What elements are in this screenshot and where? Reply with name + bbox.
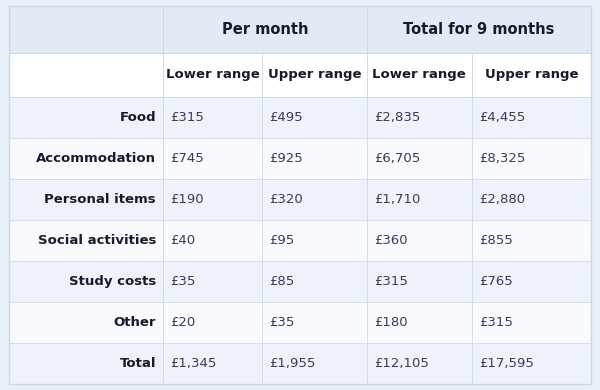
Text: £35: £35 <box>269 316 295 329</box>
Bar <box>163 220 262 261</box>
Bar <box>9 97 163 138</box>
Bar <box>262 261 367 302</box>
Bar <box>472 179 591 220</box>
Bar <box>262 179 367 220</box>
Text: £85: £85 <box>269 275 295 288</box>
Bar <box>9 53 163 97</box>
Bar <box>472 261 591 302</box>
Bar <box>472 97 591 138</box>
Text: Accommodation: Accommodation <box>36 152 156 165</box>
Bar <box>367 302 472 343</box>
Bar <box>367 343 472 384</box>
Text: Food: Food <box>119 111 156 124</box>
Bar <box>262 343 367 384</box>
Bar <box>472 138 591 179</box>
Text: £1,345: £1,345 <box>170 357 217 370</box>
Text: £1,710: £1,710 <box>374 193 421 206</box>
Text: £765: £765 <box>479 275 512 288</box>
Text: £190: £190 <box>170 193 204 206</box>
Text: £40: £40 <box>170 234 196 247</box>
Text: £8,325: £8,325 <box>479 152 525 165</box>
Text: Total: Total <box>119 357 156 370</box>
Text: £745: £745 <box>170 152 204 165</box>
Bar <box>163 302 262 343</box>
Bar <box>163 343 262 384</box>
Text: £2,835: £2,835 <box>374 111 421 124</box>
Bar <box>9 179 163 220</box>
Text: £315: £315 <box>374 275 408 288</box>
Text: Lower range: Lower range <box>373 68 466 82</box>
Bar <box>367 6 591 53</box>
Bar <box>367 179 472 220</box>
Bar <box>262 138 367 179</box>
Text: £495: £495 <box>269 111 303 124</box>
Bar <box>367 53 472 97</box>
Bar <box>472 53 591 97</box>
Text: £180: £180 <box>374 316 408 329</box>
Text: £315: £315 <box>170 111 205 124</box>
Bar <box>163 261 262 302</box>
Text: £855: £855 <box>479 234 512 247</box>
Text: Upper range: Upper range <box>485 68 578 82</box>
Text: £12,105: £12,105 <box>374 357 429 370</box>
Bar <box>472 220 591 261</box>
Bar <box>163 138 262 179</box>
Text: Lower range: Lower range <box>166 68 260 82</box>
Text: Per month: Per month <box>222 22 308 37</box>
Bar <box>9 6 163 53</box>
Text: Personal items: Personal items <box>44 193 156 206</box>
Bar <box>472 343 591 384</box>
Bar <box>9 302 163 343</box>
Bar <box>163 97 262 138</box>
Text: £17,595: £17,595 <box>479 357 534 370</box>
Text: £320: £320 <box>269 193 303 206</box>
Text: £1,955: £1,955 <box>269 357 316 370</box>
Text: £4,455: £4,455 <box>479 111 525 124</box>
Bar <box>9 343 163 384</box>
Text: £925: £925 <box>269 152 303 165</box>
Text: £315: £315 <box>479 316 513 329</box>
Text: Total for 9 months: Total for 9 months <box>403 22 554 37</box>
Bar <box>262 53 367 97</box>
Text: £20: £20 <box>170 316 196 329</box>
Bar <box>9 261 163 302</box>
Text: £6,705: £6,705 <box>374 152 421 165</box>
Text: Study costs: Study costs <box>69 275 156 288</box>
Bar <box>262 220 367 261</box>
Bar <box>262 97 367 138</box>
Bar <box>367 220 472 261</box>
Bar <box>163 6 367 53</box>
Text: Social activities: Social activities <box>38 234 156 247</box>
Text: £95: £95 <box>269 234 295 247</box>
Bar <box>367 97 472 138</box>
Text: £2,880: £2,880 <box>479 193 525 206</box>
Text: Other: Other <box>113 316 156 329</box>
Bar <box>367 138 472 179</box>
Text: £35: £35 <box>170 275 196 288</box>
Text: Upper range: Upper range <box>268 68 361 82</box>
Bar <box>9 220 163 261</box>
Bar <box>9 138 163 179</box>
Bar <box>472 302 591 343</box>
Text: £360: £360 <box>374 234 408 247</box>
Bar <box>163 53 262 97</box>
Bar <box>262 302 367 343</box>
Bar <box>367 261 472 302</box>
Bar <box>163 179 262 220</box>
